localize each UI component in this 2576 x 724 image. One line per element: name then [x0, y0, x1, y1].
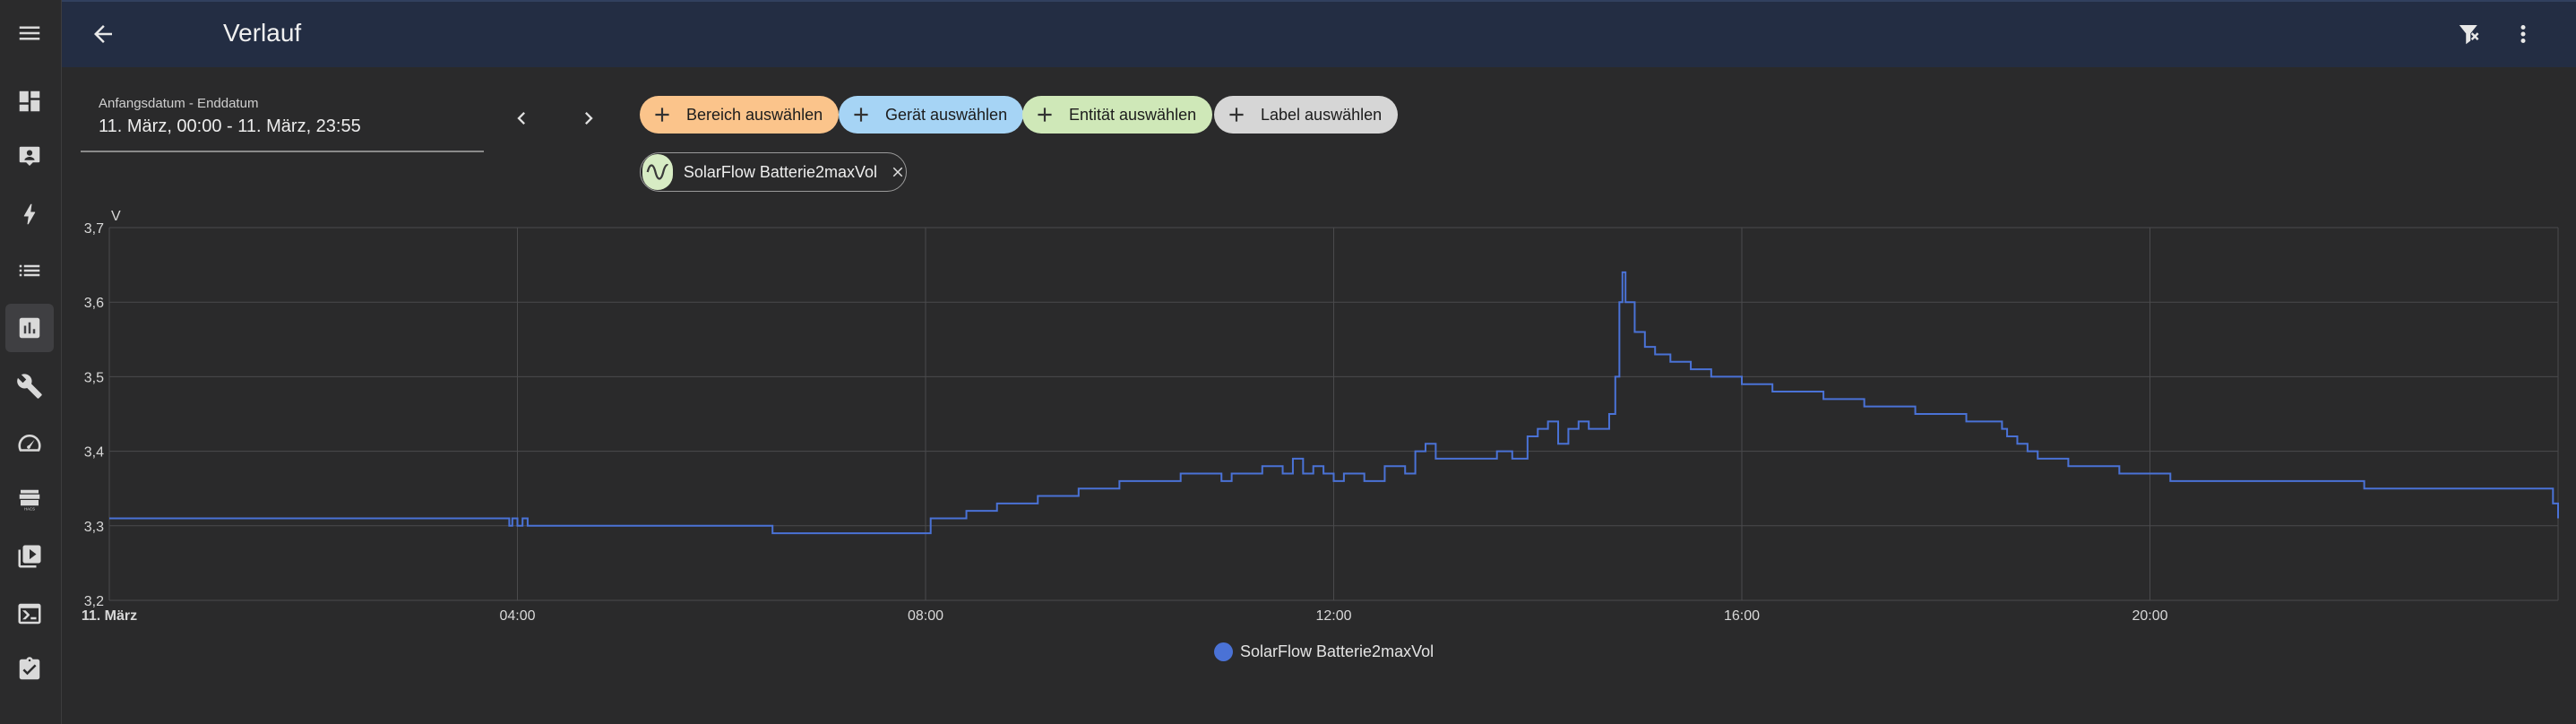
series-line [109, 271, 2559, 535]
select-label-label: Label auswählen [1261, 105, 1383, 124]
plus-icon [650, 103, 674, 126]
y-tick-label: 3,3 [84, 520, 104, 535]
x-tick-label: 16:00 [1724, 608, 1760, 624]
select-area-chip[interactable]: Bereich auswählen [640, 96, 840, 134]
x-tick-label: 04:00 [499, 608, 535, 624]
wrench-icon[interactable] [5, 362, 54, 410]
menu-icon[interactable] [5, 9, 54, 57]
y-tick-label: 3,6 [84, 296, 104, 311]
select-device-chip[interactable]: Gerät auswählen [839, 96, 1024, 134]
x-tick-label: 11. März [82, 608, 137, 624]
svg-text:HACS: HACS [24, 507, 35, 512]
map-icon[interactable] [5, 133, 54, 181]
media-icon[interactable] [5, 532, 54, 581]
y-axis-label: V [111, 209, 121, 224]
x-tick-label: 08:00 [908, 608, 943, 624]
history-icon[interactable] [5, 304, 54, 352]
chevron-left-icon [517, 112, 525, 125]
legend-swatch [1214, 642, 1233, 661]
chevron-right-icon [585, 112, 593, 125]
select-label-chip[interactable]: Label auswählen [1214, 96, 1399, 134]
y-tick-label: 3,7 [84, 221, 104, 237]
y-tick-label: 3,4 [84, 445, 104, 461]
select-device-label: Gerät auswählen [885, 105, 1008, 124]
page-title: Verlauf [223, 19, 302, 47]
select-area-label: Bereich auswählen [686, 105, 823, 124]
sine-wave-icon [642, 154, 673, 190]
date-range-value: 11. März, 00:00 - 11. März, 23:55 [99, 116, 361, 136]
back-arrow-icon[interactable] [87, 18, 119, 50]
y-tick-label: 3,5 [84, 370, 104, 385]
gauge-icon[interactable] [5, 419, 54, 468]
select-entity-chip[interactable]: Entität auswählen [1022, 96, 1213, 134]
plus-icon [1225, 103, 1248, 126]
energy-icon[interactable] [5, 190, 54, 238]
dashboard-icon[interactable] [5, 77, 54, 125]
plus-icon [849, 103, 873, 126]
select-entity-label: Entität auswählen [1069, 105, 1197, 124]
clipboard-icon[interactable] [5, 645, 54, 694]
x-tick-label: 20:00 [2132, 608, 2167, 624]
x-tick-label: 12:00 [1315, 608, 1351, 624]
sidebar: HACS [0, 0, 62, 724]
logbook-icon[interactable] [5, 246, 54, 295]
selected-entity-chip[interactable]: SolarFlow Batterie2maxVol [640, 152, 907, 192]
hacs-icon[interactable]: HACS [5, 476, 54, 524]
date-range-picker[interactable]: Anfangsdatum - Enddatum 11. März, 00:00 … [81, 90, 484, 152]
terminal-icon[interactable] [5, 590, 54, 638]
history-chart[interactable]: 3,2 3,3 3,4 3,5 3,6 3,7 V 11. März 04:00 08:00 12:… [0, 202, 2576, 650]
chart-legend[interactable]: SolarFlow Batterie2maxVol [1214, 642, 1434, 661]
more-vert-icon[interactable] [2507, 18, 2539, 50]
previous-day-button[interactable] [504, 100, 539, 136]
next-day-button[interactable] [571, 100, 607, 136]
selected-entity-name: SolarFlow Batterie2maxVol [683, 162, 877, 181]
date-range-label: Anfangsdatum - Enddatum [99, 96, 259, 111]
top-app-bar: Verlauf [62, 0, 2576, 67]
remove-entity-icon[interactable] [890, 163, 906, 181]
clear-filter-icon[interactable] [2453, 18, 2486, 50]
legend-label: SolarFlow Batterie2maxVol [1240, 642, 1434, 660]
plus-icon [1033, 103, 1056, 126]
y-tick-label: 3,2 [84, 594, 104, 609]
